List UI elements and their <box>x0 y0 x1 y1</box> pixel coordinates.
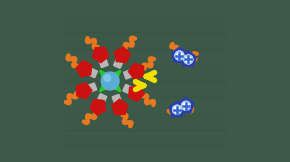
Bar <box>64 65 226 81</box>
Circle shape <box>184 55 193 64</box>
Polygon shape <box>77 83 92 99</box>
Circle shape <box>175 51 184 60</box>
Polygon shape <box>112 94 121 104</box>
Polygon shape <box>128 63 144 79</box>
Bar <box>64 16 226 32</box>
Circle shape <box>173 105 181 114</box>
Polygon shape <box>178 97 194 113</box>
Polygon shape <box>171 47 187 62</box>
Bar <box>64 113 226 130</box>
Polygon shape <box>128 85 144 101</box>
Polygon shape <box>76 61 92 77</box>
Polygon shape <box>124 70 133 79</box>
Bar <box>64 97 226 113</box>
Polygon shape <box>169 101 185 116</box>
Bar <box>64 0 226 16</box>
Bar <box>64 49 226 65</box>
Polygon shape <box>113 59 123 68</box>
Polygon shape <box>181 54 187 61</box>
Polygon shape <box>178 104 185 111</box>
Polygon shape <box>97 94 107 103</box>
Polygon shape <box>90 99 106 115</box>
Bar <box>64 81 226 97</box>
Bar <box>64 130 226 146</box>
Polygon shape <box>88 68 97 78</box>
Polygon shape <box>123 84 132 94</box>
Polygon shape <box>93 47 108 63</box>
Polygon shape <box>99 58 108 68</box>
Circle shape <box>101 72 119 90</box>
Circle shape <box>104 75 111 81</box>
Polygon shape <box>115 47 130 63</box>
Polygon shape <box>180 51 196 66</box>
Polygon shape <box>88 83 97 92</box>
Circle shape <box>182 101 190 110</box>
Bar <box>64 32 226 49</box>
Bar <box>64 146 226 162</box>
Polygon shape <box>112 99 128 115</box>
